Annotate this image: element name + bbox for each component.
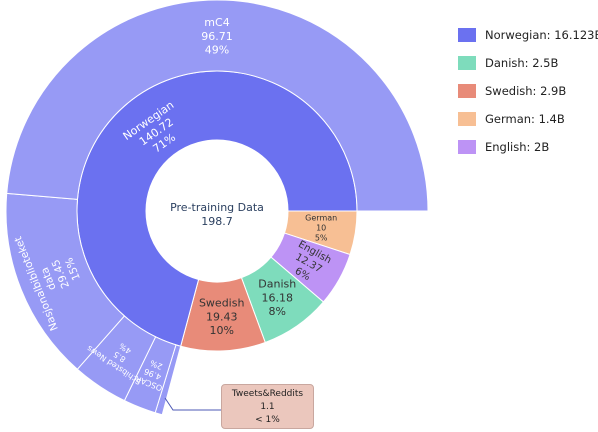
label-swedish-line: Swedish: [199, 296, 245, 309]
label-mc4-line: 49%: [205, 44, 229, 57]
legend: Norwegian: 16.123B Danish: 2.5B Swedish:…: [458, 26, 598, 166]
center-value: 198.7: [201, 215, 233, 228]
slice-mc4[interactable]: [6, 0, 429, 212]
label-danish-line: 16.18: [261, 291, 293, 304]
legend-swatch: [458, 56, 476, 70]
label-oscar-line: 2%: [148, 358, 163, 371]
callout-name: Tweets&Reddits: [231, 389, 304, 399]
label-mc4-line: 96.71: [201, 30, 233, 43]
legend-swatch: [458, 84, 476, 98]
legend-item-norwegian[interactable]: Norwegian: 16.123B: [458, 26, 598, 44]
tweets-reddits-callout: Tweets&Reddits 1.1 < 1%: [221, 384, 314, 429]
callout-percent: < 1%: [255, 415, 280, 425]
legend-swatch: [458, 140, 476, 154]
center-label: Pre-training Data: [170, 201, 264, 214]
legend-item-swedish[interactable]: Swedish: 2.9B: [458, 82, 598, 100]
label-mc4-line: mC4: [204, 16, 229, 29]
label-danish-line: Danish: [258, 278, 296, 291]
legend-swatch: [458, 112, 476, 126]
legend-item-danish[interactable]: Danish: 2.5B: [458, 54, 598, 72]
legend-label: Danish: 2.5B: [485, 56, 559, 70]
callout-value: 1.1: [260, 402, 275, 412]
legend-label: English: 2B: [485, 140, 550, 154]
outer-ring: [5, 0, 429, 416]
legend-swatch: [458, 28, 476, 42]
label-swedish-line: 10%: [209, 324, 233, 337]
label-danish-line: 8%: [269, 305, 286, 318]
callout-connector: [164, 397, 221, 411]
legend-label: German: 1.4B: [485, 112, 565, 126]
legend-item-english[interactable]: English: 2B: [458, 138, 598, 156]
legend-label: Swedish: 2.9B: [485, 84, 567, 98]
legend-item-german[interactable]: German: 1.4B: [458, 110, 598, 128]
label-swedish-line: 19.43: [206, 310, 238, 323]
center-hole: [146, 140, 288, 282]
label-german-line: 10: [316, 223, 326, 232]
label-german-line: German: [305, 213, 337, 222]
label-german-line: 5%: [315, 233, 328, 242]
legend-label: Norwegian: 16.123B: [485, 28, 598, 42]
